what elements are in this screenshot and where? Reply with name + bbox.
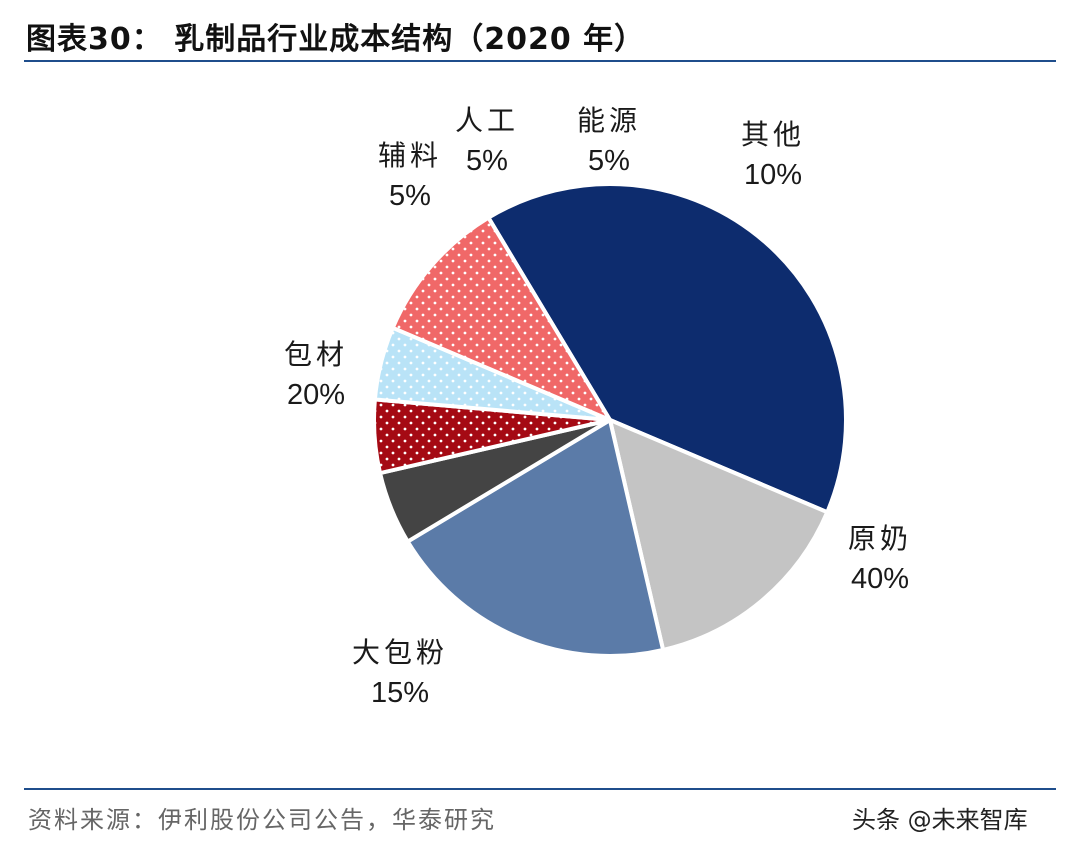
pie-slice-包材 — [405, 418, 666, 658]
slice-label-辅料: 辅料 — [378, 139, 442, 172]
slice-label-原奶: 原奶 — [848, 522, 912, 555]
slice-label-能源: 能源 — [577, 104, 641, 137]
slice-percent-其他: 10% — [744, 159, 802, 191]
slice-percent-人工: 5% — [466, 145, 508, 177]
slice-label-人工: 人工 — [455, 104, 519, 137]
watermark: 头条 @未来智库 — [852, 800, 1028, 835]
slice-label-大包粉: 大包粉 — [352, 636, 448, 669]
slice-percent-大包粉: 15% — [371, 677, 429, 709]
footer-divider — [24, 788, 1056, 790]
pie-slice-其他 — [390, 215, 612, 422]
pie-slice-原奶 — [486, 182, 848, 515]
page-title: 图表30： 乳制品行业成本结构（2020 年） — [26, 22, 646, 57]
title-divider — [24, 60, 1056, 62]
watermark-text: 头条 @未来智库 — [852, 806, 1028, 834]
source-note: 资料来源：伊利股份公司公告，华泰研究 — [28, 806, 496, 834]
slice-percent-包材: 20% — [287, 379, 345, 411]
slice-percent-原奶: 40% — [851, 563, 909, 595]
slice-percent-能源: 5% — [588, 145, 630, 177]
pie-slice-大包粉 — [608, 418, 830, 652]
slice-label-其他: 其他 — [741, 118, 805, 151]
slice-percent-辅料: 5% — [389, 180, 431, 212]
slice-label-包材: 包材 — [284, 338, 348, 371]
